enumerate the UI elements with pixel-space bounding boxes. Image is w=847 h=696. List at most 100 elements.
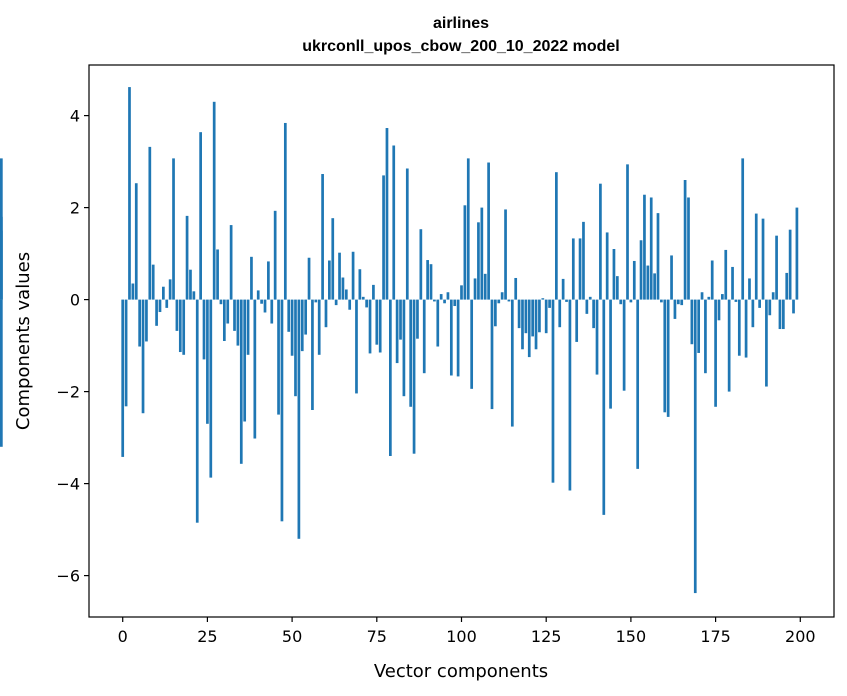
bar-component-164: [676, 299, 680, 305]
bar-component-98: [453, 299, 457, 307]
bar-component-34: [236, 299, 240, 346]
bar-component-159: [660, 299, 663, 303]
bar-component-28: [216, 249, 219, 300]
bar-component-132: [568, 299, 572, 491]
bar-component-78: [385, 128, 389, 300]
bar-component-91: [429, 264, 433, 300]
chart-title: airlines: [433, 15, 489, 32]
bar-component-99: [456, 299, 460, 377]
bar-component-20: [189, 269, 192, 300]
bar-component-153: [639, 240, 643, 300]
bar-component-100: [460, 285, 463, 300]
bar-component-65: [341, 277, 345, 300]
bar-component-160: [663, 299, 667, 413]
bar-component-60: [324, 299, 328, 328]
bar-component-30: [222, 299, 226, 341]
bar-component-149: [626, 164, 629, 300]
bar-component-118: [521, 299, 524, 350]
bar-component-194: [778, 299, 782, 330]
bar-component-181: [734, 299, 738, 302]
bar-component-22: [195, 299, 199, 523]
bar-component-40: [256, 290, 260, 300]
bar-component-63: [334, 299, 338, 306]
bar-component-183: [741, 158, 745, 300]
bar-component-199: [795, 207, 799, 300]
bar-component-113: [504, 209, 507, 300]
bar-component-88: [419, 229, 423, 300]
x-tick-label: 100: [446, 627, 477, 646]
bar-component-151: [632, 260, 636, 300]
bar-component-188: [758, 299, 761, 308]
bar-component-14: [168, 279, 172, 300]
y-tick-label: 2: [70, 199, 80, 218]
bar-component-72: [365, 299, 368, 308]
bar-component-52: [297, 299, 301, 539]
y-axis-label: Components values: [13, 252, 34, 430]
bar-component-66: [344, 289, 348, 300]
bar-component-82: [399, 299, 402, 340]
bar-component-179: [727, 299, 731, 392]
bar-component-165: [680, 299, 684, 306]
bar-component-185: [748, 278, 751, 300]
bar-component-53: [300, 299, 304, 352]
bar-component-178: [724, 249, 728, 300]
bar-component-106: [480, 207, 484, 300]
bar-component-128: [555, 172, 558, 300]
bar-component-110: [494, 299, 497, 327]
bar-component-51: [294, 299, 297, 397]
plot-frame: [88, 64, 835, 618]
bar-component-187: [754, 213, 758, 300]
bar-component-116: [514, 277, 518, 300]
bar-component-2: [128, 87, 131, 300]
bar-component-9: [151, 264, 155, 300]
bar-component-114: [507, 299, 511, 302]
bar-component-119: [524, 299, 528, 334]
x-tick-label: 0: [118, 627, 128, 646]
bar-component-71: [361, 296, 365, 300]
bar-component-64: [338, 252, 341, 300]
bar-component-5: [138, 299, 141, 347]
bar-component-155: [646, 265, 650, 300]
bar-component-154: [643, 194, 646, 300]
bar-component-19: [185, 215, 189, 300]
bar-component-174: [710, 260, 714, 300]
bar-component-138: [588, 296, 592, 300]
bar-component-87: [416, 299, 419, 339]
bar-component-62: [331, 218, 335, 300]
bar-component-81: [395, 299, 399, 364]
bar-component-41: [260, 299, 263, 304]
bar-component-143: [605, 232, 609, 300]
bar-component-147: [619, 299, 623, 305]
bar-component-169: [693, 299, 697, 594]
bar-component-152: [636, 299, 640, 469]
x-tick-label: 125: [531, 627, 562, 646]
bar-component-141: [599, 183, 602, 300]
bar-component-157: [653, 273, 656, 300]
bar-component-70: [358, 269, 362, 300]
bar-component-89: [422, 299, 426, 374]
bar-component-32: [229, 225, 233, 300]
bar-component-129: [558, 299, 562, 328]
bar-component-104: [473, 278, 477, 300]
bar-component-111: [497, 299, 501, 304]
bar-component-95: [443, 299, 446, 304]
bar-component-168: [690, 299, 694, 345]
bar-component-156: [649, 197, 653, 300]
bar-component-90: [426, 260, 429, 300]
y-tick-label: −2: [56, 383, 80, 402]
bar-component-29: [219, 299, 223, 305]
bar-component-94: [439, 294, 443, 300]
bar-component-184: [744, 299, 748, 358]
bar-component-86: [412, 299, 416, 454]
bar-component-42: [263, 299, 267, 313]
bar-component-117: [517, 299, 521, 329]
x-tick-label: 75: [367, 627, 387, 646]
bar-component-75: [375, 299, 379, 345]
bar-component-190: [765, 299, 768, 387]
bar-component-23: [199, 132, 202, 300]
bar-component-182: [737, 299, 741, 356]
bar-component-136: [582, 221, 585, 300]
bar-component-173: [707, 296, 711, 300]
bar-series: [0, 87, 799, 594]
bar-component-33: [233, 299, 236, 331]
